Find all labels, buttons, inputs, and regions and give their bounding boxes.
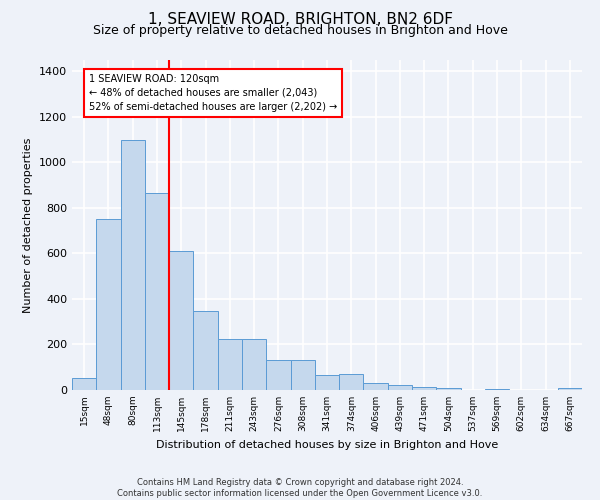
Bar — [266, 360, 290, 390]
Bar — [412, 386, 436, 390]
Bar — [242, 339, 266, 390]
Text: Size of property relative to detached houses in Brighton and Hove: Size of property relative to detached ho… — [92, 24, 508, 37]
Bar — [169, 251, 193, 390]
Text: 1, SEAVIEW ROAD, BRIGHTON, BN2 6DF: 1, SEAVIEW ROAD, BRIGHTON, BN2 6DF — [148, 12, 452, 28]
Bar — [193, 312, 218, 390]
Bar — [558, 388, 582, 390]
Text: Contains HM Land Registry data © Crown copyright and database right 2024.
Contai: Contains HM Land Registry data © Crown c… — [118, 478, 482, 498]
Bar — [388, 386, 412, 390]
Bar — [121, 140, 145, 390]
Bar — [485, 389, 509, 390]
Bar — [72, 378, 96, 390]
X-axis label: Distribution of detached houses by size in Brighton and Hove: Distribution of detached houses by size … — [156, 440, 498, 450]
Bar — [315, 375, 339, 390]
Bar — [96, 220, 121, 390]
Text: 1 SEAVIEW ROAD: 120sqm
← 48% of detached houses are smaller (2,043)
52% of semi-: 1 SEAVIEW ROAD: 120sqm ← 48% of detached… — [89, 74, 337, 112]
Bar — [145, 193, 169, 390]
Bar — [290, 360, 315, 390]
Y-axis label: Number of detached properties: Number of detached properties — [23, 138, 34, 312]
Bar — [218, 339, 242, 390]
Bar — [436, 388, 461, 390]
Bar — [339, 374, 364, 390]
Bar — [364, 383, 388, 390]
